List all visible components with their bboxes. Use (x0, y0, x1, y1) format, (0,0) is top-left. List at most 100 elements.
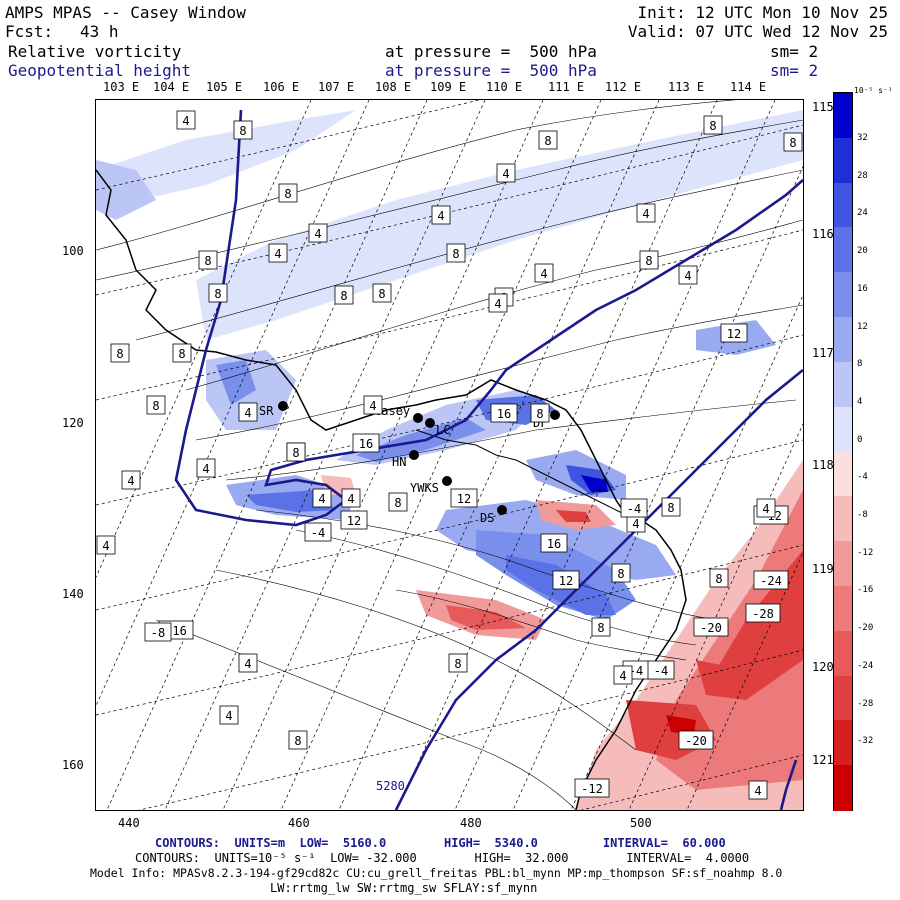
contour-label: 8 (294, 734, 301, 748)
contour-label-box (574, 778, 610, 798)
colorbar-segment (834, 630, 852, 677)
lon-label-top: 108 E (375, 80, 412, 94)
x-tick-460: 460 (288, 816, 310, 830)
vorticity-contours (96, 100, 803, 810)
x-tick-440: 440 (118, 816, 140, 830)
contour-label: 4 (632, 517, 639, 531)
contour-label: 8 (394, 496, 401, 510)
contour-label-box (334, 285, 354, 305)
contour-label-box (341, 488, 361, 508)
contour-label: -4 (311, 526, 325, 540)
contour-label: 8 (178, 347, 185, 361)
contour-label-box (748, 780, 768, 800)
colorbar-segment (834, 227, 852, 274)
contour-label: -12 (581, 782, 603, 796)
colorbar-segment (834, 585, 852, 632)
contour-label-box (208, 283, 228, 303)
colorbar-segment (834, 541, 852, 587)
colorbar-tick-label: -20 (857, 623, 874, 634)
contour-label-box (450, 488, 478, 508)
contour-label: 8 (340, 289, 347, 303)
vorticity-height-map: SR Casey LC HN DF YWKS DS 4 8 8 4 8 4 8 8 8 4 8 4 4 8… (96, 100, 803, 810)
station-label-ywks: YWKS (410, 481, 439, 495)
contour-label-box (96, 535, 116, 555)
y-tick-160: 160 (62, 758, 84, 772)
contour-label: 8 (239, 124, 246, 138)
contour-label: 8 (667, 501, 674, 515)
colorbar-tick-label: 28 (857, 170, 868, 181)
colorbar-tick-label: 12 (857, 321, 868, 332)
y-tick-140: 140 (62, 587, 84, 601)
negative-vorticity-shading (321, 460, 803, 810)
contour-label: 12 (457, 492, 471, 506)
contour-label-box (121, 470, 141, 490)
contour-label: 4 (102, 539, 109, 553)
contour-label: 8 (378, 287, 385, 301)
contour-label: 4 (244, 657, 251, 671)
colorbar-segment (834, 720, 852, 767)
contour-label-box (352, 433, 380, 453)
contour-label: -20 (700, 621, 722, 635)
contour-label-box (678, 265, 698, 285)
lon-label-top: 113 E (668, 80, 705, 94)
lon-label-top: 112 E (605, 80, 642, 94)
contour-label: -20 (685, 734, 707, 748)
contour-label: 4 (494, 297, 501, 311)
contour-label-box (613, 665, 633, 685)
contour-label-box (110, 343, 130, 363)
contour-label-box (219, 705, 239, 725)
lon-label-top: 109 E (430, 80, 467, 94)
contour-label: 8 (454, 657, 461, 671)
colorbar-segment (834, 406, 852, 453)
contour-label-box (176, 110, 196, 130)
contour-label: 8 (204, 254, 211, 268)
station-dot-lc (425, 418, 435, 428)
contour-label: 12 (559, 574, 573, 588)
contour-label: 4 (182, 114, 189, 128)
contour-label-box (172, 343, 192, 363)
contour-label: 8 (452, 247, 459, 261)
contour-label: 4 (762, 502, 769, 516)
contour-label-box (745, 603, 781, 623)
field2-smoothing: sm= 2 (770, 61, 819, 80)
contour-label-box (538, 130, 558, 150)
colorbar-tick-label: -24 (857, 660, 874, 671)
contour-label: -8 (151, 626, 165, 640)
contour-label-box (720, 323, 748, 343)
contour-label: 4 (619, 669, 626, 683)
contour-label-box (278, 183, 298, 203)
contour-label-box (709, 568, 729, 588)
contour-label-box (146, 395, 166, 415)
contour-label-box (591, 617, 611, 637)
vorticity-contour-info: CONTOURS: UNITS=10⁻⁵ s⁻¹ LOW= -32.000 HI… (135, 851, 750, 865)
colorbar-tick-label: 20 (857, 246, 868, 257)
contour-label-box (530, 403, 550, 423)
field2-level: at pressure = 500 hPa (385, 61, 597, 80)
lon-label-top: 104 E (153, 80, 190, 94)
station-dot-df (550, 410, 560, 420)
contour-label: 16 (359, 437, 373, 451)
contour-label-box (446, 243, 466, 263)
height-contour-label: 5280 (376, 779, 405, 793)
contour-label-box (198, 250, 218, 270)
colorbar-segment (834, 675, 852, 722)
contour-label-box (661, 497, 681, 517)
height-contour-info: CONTOURS: UNITS=m LOW= 5160.0 HIGH= 5340… (155, 836, 726, 850)
colorbar (833, 92, 853, 811)
lon-label-top: 106 E (263, 80, 300, 94)
ice-shelf-edge (415, 429, 627, 516)
contour-label-box (611, 563, 631, 583)
colorbar-segment (834, 182, 852, 229)
colorbar-segment (834, 451, 852, 498)
station-label-hn: HN (392, 455, 406, 469)
field1-smoothing: sm= 2 (770, 42, 819, 61)
lon-label-top: 114 E (730, 80, 767, 94)
contour-label: 16 (547, 537, 561, 551)
contour-label: 4 (202, 462, 209, 476)
contour-label-box (496, 163, 516, 183)
station-markers: SR Casey LC HN DF YWKS DS (259, 401, 560, 525)
contour-label: 8 (152, 399, 159, 413)
contour-label: -24 (760, 574, 782, 588)
contour-label-box (286, 442, 306, 462)
contour-label: 4 (437, 209, 444, 223)
